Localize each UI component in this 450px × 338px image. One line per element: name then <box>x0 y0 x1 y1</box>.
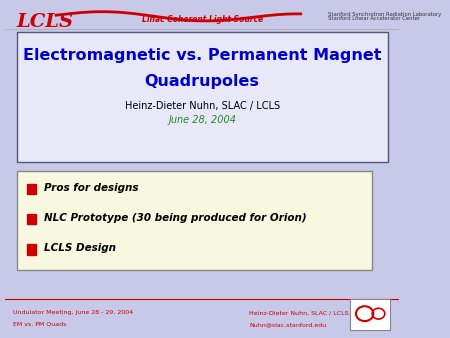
Text: EM vs. PM Quads: EM vs. PM Quads <box>13 322 66 327</box>
Text: Nuhn@slac.stanford.edu: Nuhn@slac.stanford.edu <box>249 322 327 327</box>
Text: Undulator Meeting, June 28 - 29, 2004: Undulator Meeting, June 28 - 29, 2004 <box>13 310 133 315</box>
FancyBboxPatch shape <box>350 299 390 330</box>
Text: Quadrupoles: Quadrupoles <box>145 74 260 89</box>
Text: NLC Prototype (30 being produced for Orion): NLC Prototype (30 being produced for Ori… <box>45 213 307 223</box>
Text: LCLS: LCLS <box>17 13 74 31</box>
Bar <box>27 184 36 194</box>
Bar <box>27 214 36 224</box>
Bar <box>27 244 36 255</box>
Text: LCLS Design: LCLS Design <box>45 243 117 254</box>
Text: Stanford Synchrotron Radiation Laboratory: Stanford Synchrotron Radiation Laborator… <box>328 12 442 17</box>
Text: June 28, 2004: June 28, 2004 <box>168 115 236 125</box>
FancyBboxPatch shape <box>17 171 372 270</box>
Text: Heinz-Dieter Nuhn, SLAC / LCLS: Heinz-Dieter Nuhn, SLAC / LCLS <box>249 310 349 315</box>
Text: Stanford Linear Accelerator Center: Stanford Linear Accelerator Center <box>328 17 420 21</box>
Text: Linac Coherent Light Source: Linac Coherent Light Source <box>142 15 263 24</box>
Text: Heinz-Dieter Nuhn, SLAC / LCLS: Heinz-Dieter Nuhn, SLAC / LCLS <box>125 101 280 111</box>
FancyBboxPatch shape <box>17 32 387 162</box>
Text: Electromagnetic vs. Permanent Magnet: Electromagnetic vs. Permanent Magnet <box>23 48 382 63</box>
Text: Pros for designs: Pros for designs <box>45 183 139 193</box>
